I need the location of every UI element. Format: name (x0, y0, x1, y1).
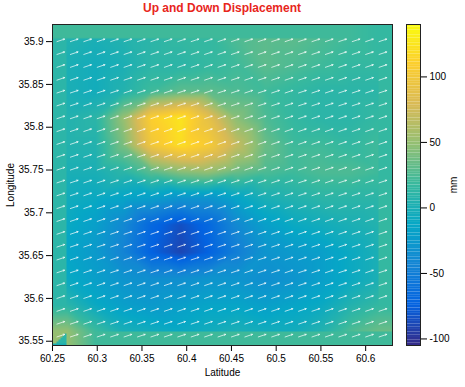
svg-text:35.85: 35.85 (18, 79, 43, 90)
svg-text:35.75: 35.75 (18, 164, 43, 175)
svg-text:60.6: 60.6 (356, 353, 376, 364)
html-text:Up and Down Displacement: Up and Down Displacement (143, 1, 301, 15)
svg-text:50: 50 (430, 137, 442, 148)
svg-text:Latitude: Latitude (205, 367, 241, 378)
svg-text:35.55: 35.55 (18, 335, 43, 346)
svg-text:35.9: 35.9 (24, 36, 44, 47)
svg-text:35.6: 35.6 (24, 293, 44, 304)
svg-text:60.35: 60.35 (129, 353, 154, 364)
svg-text:35.8: 35.8 (24, 121, 44, 132)
svg-text:Longitude: Longitude (5, 163, 16, 207)
svg-text:-100: -100 (430, 333, 450, 344)
svg-text:60.5: 60.5 (266, 353, 286, 364)
svg-text:60.55: 60.55 (308, 353, 333, 364)
svg-text:0: 0 (430, 202, 436, 213)
svg-text:60.3: 60.3 (88, 353, 108, 364)
svg-text:60.25: 60.25 (40, 353, 65, 364)
svg-text:-50: -50 (430, 268, 445, 279)
svg-text:35.7: 35.7 (24, 207, 44, 218)
svg-text:60.4: 60.4 (177, 353, 197, 364)
svg-text:100: 100 (430, 71, 447, 82)
svg-text:60.45: 60.45 (219, 353, 244, 364)
svg-text:35.65: 35.65 (18, 250, 43, 261)
svg-text:mm: mm (448, 177, 459, 194)
